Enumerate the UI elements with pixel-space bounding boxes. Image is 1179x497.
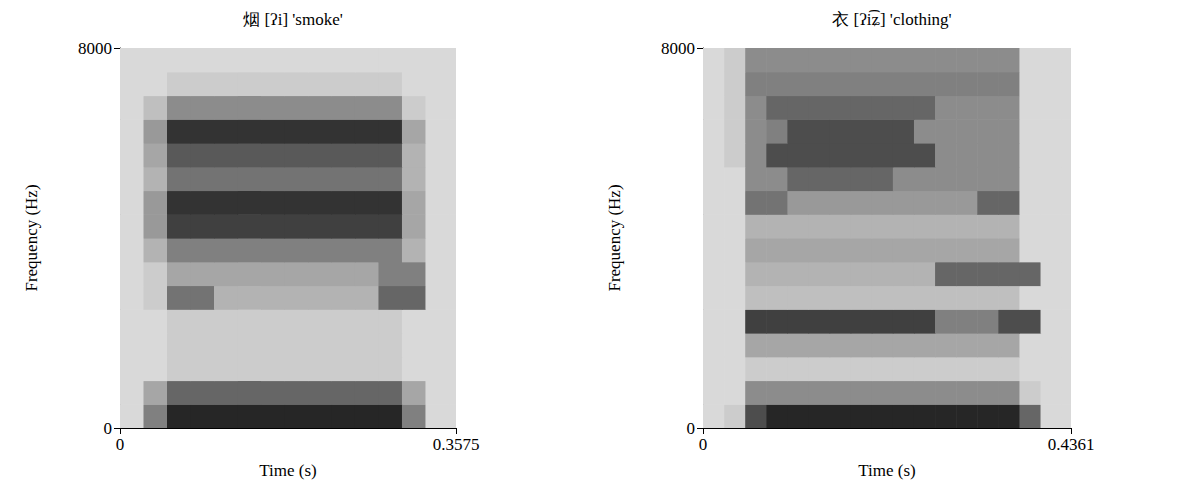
svg-text:0: 0: [116, 435, 125, 454]
svg-text:8000: 8000: [78, 39, 112, 58]
svg-text:Time (s): Time (s): [259, 461, 316, 480]
svg-text:Time (s): Time (s): [858, 461, 915, 480]
svg-text:0: 0: [687, 419, 696, 438]
svg-text:衣 [ʔi͡ʑ] 'clothing': 衣 [ʔi͡ʑ] 'clothing': [832, 10, 951, 29]
svg-text:0.4361: 0.4361: [1048, 435, 1095, 454]
svg-text:8000: 8000: [661, 39, 695, 58]
svg-text:Frequency (Hz): Frequency (Hz): [22, 184, 41, 291]
svg-text:0.3575: 0.3575: [433, 435, 480, 454]
svg-text:0: 0: [104, 419, 113, 438]
svg-text:烟 [ʔi] 'smoke': 烟 [ʔi] 'smoke': [243, 10, 343, 29]
svg-text:Frequency (Hz): Frequency (Hz): [605, 184, 624, 291]
svg-text:0: 0: [699, 435, 708, 454]
